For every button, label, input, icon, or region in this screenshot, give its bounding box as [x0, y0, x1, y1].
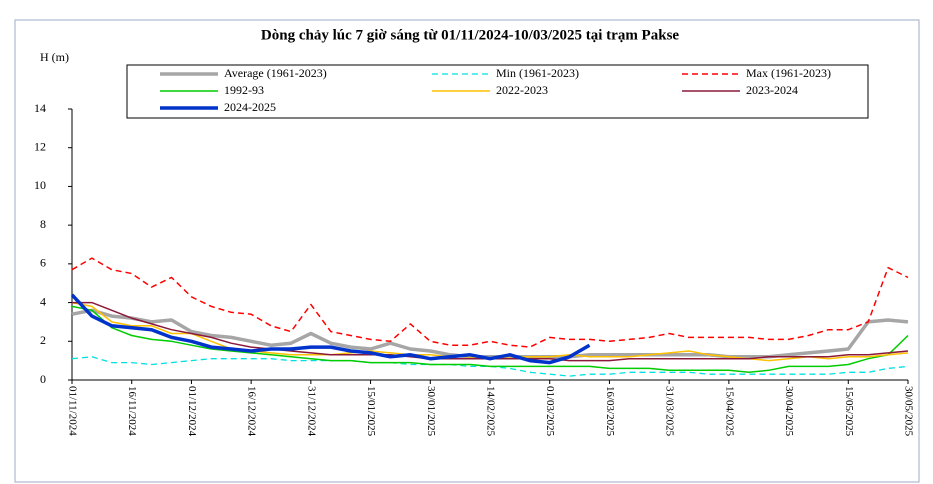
x-tick-label: 01/03/2025 [544, 386, 556, 437]
x-tick-label: 15/05/2025 [843, 386, 855, 437]
legend-box [126, 64, 869, 119]
x-tick-label: 31/12/2024 [305, 386, 317, 437]
x-tick-label: 16/03/2025 [604, 386, 616, 437]
legend-label: Average (1961-2023) [224, 66, 327, 80]
x-tick-label: 15/01/2025 [365, 386, 377, 437]
y-tick-label: 8 [40, 217, 46, 231]
x-tick-label: 31/03/2025 [664, 386, 676, 437]
y-tick-label: 0 [40, 372, 46, 386]
y-axis-label: H (m) [40, 50, 69, 64]
legend-label: 2023-2024 [746, 83, 798, 97]
legend-label: 2022-2023 [496, 83, 548, 97]
x-tick-label: 16/11/2024 [126, 386, 138, 436]
series-line [71, 305, 909, 374]
x-tick-label: 01/11/2024 [66, 386, 78, 436]
series-line [70, 293, 591, 365]
y-tick-label: 4 [40, 294, 46, 308]
x-tick-label: 30/01/2025 [425, 386, 437, 437]
y-tick-label: 6 [40, 256, 46, 270]
chart-title: Dòng chảy lúc 7 giờ sáng từ 01/11/2024-1… [261, 27, 679, 43]
x-tick-label: 14/02/2025 [484, 386, 496, 437]
x-tick-label: 30/05/2025 [902, 386, 914, 437]
series-line [71, 356, 909, 377]
legend-label: Min (1961-2023) [496, 66, 579, 80]
y-tick-label: 2 [40, 333, 46, 347]
x-tick-label: 15/04/2025 [723, 386, 735, 437]
x-tick-label: 16/12/2024 [246, 386, 258, 437]
y-tick-label: 12 [34, 139, 46, 153]
y-tick-label: 14 [34, 101, 46, 115]
legend-label: Max (1961-2023) [746, 66, 831, 80]
series-line [71, 257, 909, 348]
x-tick-label: 01/12/2024 [186, 386, 198, 437]
y-tick-label: 10 [34, 178, 46, 192]
x-tick-label: 30/04/2025 [783, 386, 795, 437]
legend-label: 2024-2025 [224, 100, 276, 114]
legend-label: 1992-93 [224, 83, 264, 97]
